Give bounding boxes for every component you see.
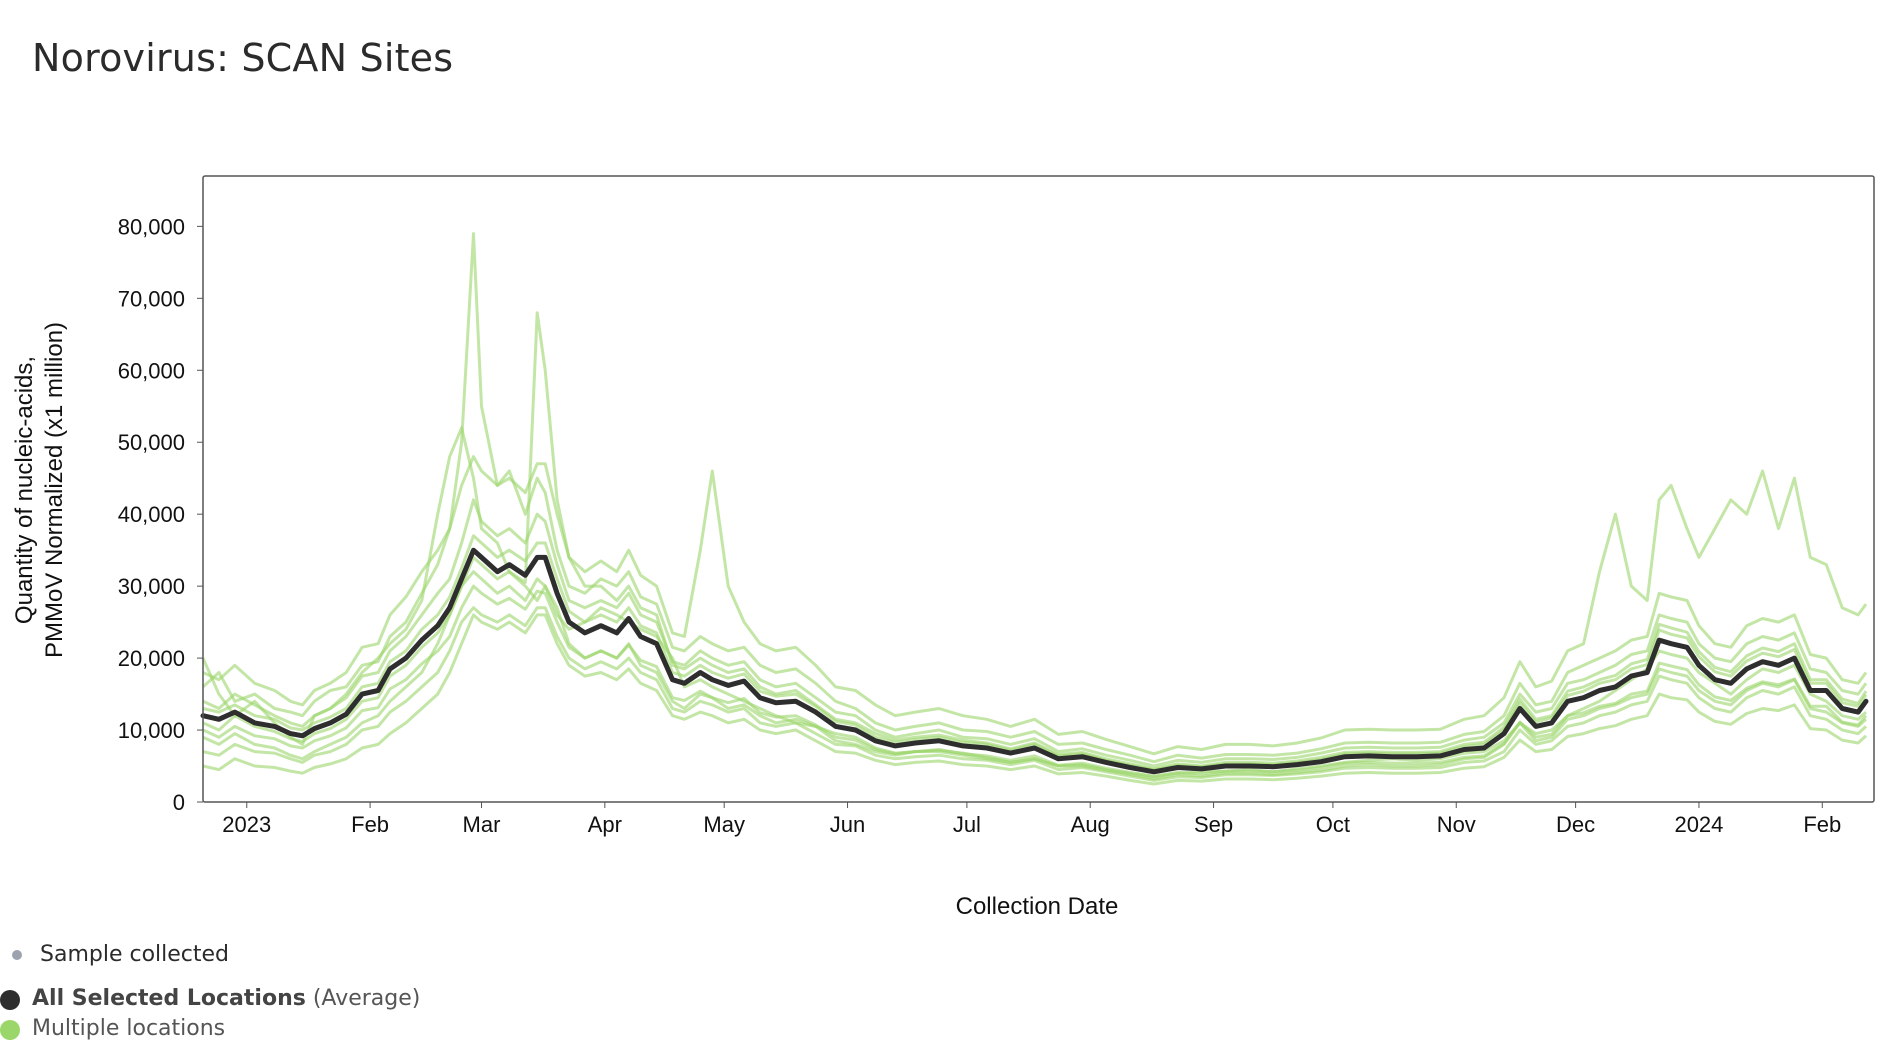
x-tick-label: Apr	[588, 812, 622, 837]
location-series-line-8[interactable]	[202, 455, 1868, 756]
x-tick-label: Oct	[1316, 812, 1350, 837]
average-series-line[interactable]	[200, 547, 1869, 775]
y-tick-label: 50,000	[118, 430, 185, 455]
location-series-line-5[interactable]	[201, 232, 1868, 764]
page-title: Norovirus: SCAN Sites	[32, 36, 454, 80]
average-series-group	[200, 547, 1869, 775]
y-axis-label-line2: PMMoV Normalized (x1 million)	[41, 322, 68, 658]
y-tick-label: 70,000	[118, 286, 185, 311]
x-tick-label: Mar	[463, 812, 501, 837]
x-tick-label: Aug	[1071, 812, 1110, 837]
y-tick-label: 80,000	[118, 214, 185, 239]
sample-dot-icon	[12, 950, 22, 960]
locations-dot-icon	[0, 1020, 20, 1040]
legend-sample-label: Sample collected	[40, 942, 230, 967]
y-tick-label: 0	[173, 790, 185, 815]
y-tick-label: 10,000	[118, 718, 185, 743]
location-series-line-10[interactable]	[202, 534, 1868, 772]
x-tick-label: May	[703, 812, 745, 837]
x-tick-label: Dec	[1556, 812, 1595, 837]
x-tick-label: Jun	[830, 812, 865, 837]
average-dot-icon	[0, 990, 20, 1010]
x-tick-label: 2023	[222, 812, 271, 837]
plot-frame	[202, 175, 1875, 803]
legend-average-suffix: (Average)	[312, 986, 421, 1011]
y-axis-ticks: 0 10,000 20,000 30,000 40,000 50,000 60,000 70,…	[118, 214, 203, 815]
x-tick-label: Feb	[1803, 812, 1841, 837]
x-tick-label: Jul	[953, 812, 981, 837]
y-tick-label: 30,000	[118, 574, 185, 599]
y-axis-label-line1: Quantity of nucleic-acids,	[11, 356, 38, 624]
x-axis-label: Collection Date	[956, 893, 1119, 920]
y-tick-label: 60,000	[118, 358, 185, 383]
x-tick-label: Nov	[1437, 812, 1476, 837]
legend-item-sample[interactable]: Sample collected	[0, 940, 260, 970]
legend-average-label: All Selected Locations	[32, 986, 306, 1011]
location-series-line-7[interactable]	[202, 613, 1868, 786]
x-tick-label: 2024	[1674, 812, 1723, 837]
x-tick-label: Sep	[1194, 812, 1233, 837]
location-series-group	[201, 232, 1868, 786]
y-tick-label: 20,000	[118, 646, 185, 671]
location-series-line-4[interactable]	[202, 606, 1868, 782]
y-tick-label: 40,000	[118, 502, 185, 527]
legend-locations-label: Multiple locations	[32, 1016, 226, 1041]
location-series-line-9[interactable]	[202, 584, 1868, 778]
x-tick-label: Feb	[351, 812, 389, 837]
chart: 0 10,000 20,000 30,000 40,000 50,000 60,000 70,…	[11, 175, 1875, 920]
legend-item-locations[interactable]: Multiple locations	[0, 1014, 260, 1044]
location-series-line-3[interactable]	[202, 498, 1868, 768]
legend-item-average[interactable]: All Selected Locations (Average)	[0, 984, 420, 1014]
x-axis-ticks: 2023 Feb Mar Apr May Jun Jul Aug Sep Oct Nov Dec 202…	[222, 802, 1841, 837]
location-series-line-6[interactable]	[202, 311, 1868, 771]
